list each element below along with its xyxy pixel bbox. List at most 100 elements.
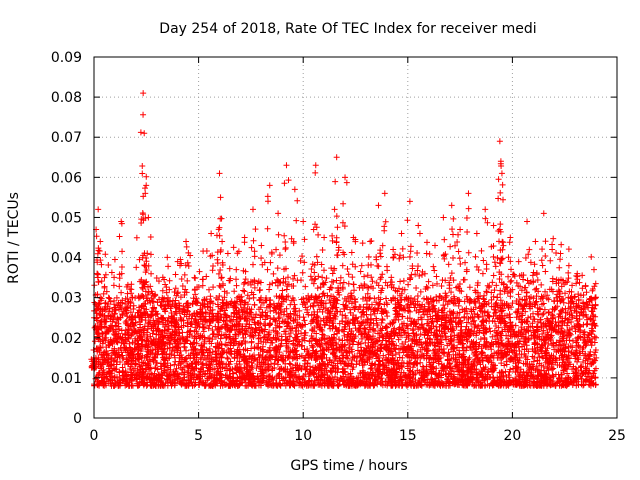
- data-point: [419, 363, 426, 370]
- data-point: [524, 277, 531, 284]
- data-point: [495, 324, 502, 331]
- data-point: [349, 316, 356, 323]
- data-point: [408, 271, 415, 278]
- data-point: [292, 327, 299, 334]
- data-point: [284, 322, 291, 329]
- data-point: [568, 319, 575, 326]
- data-point: [565, 246, 572, 253]
- data-point: [326, 297, 333, 304]
- data-point: [591, 283, 598, 290]
- data-point: [105, 262, 112, 269]
- data-point: [302, 283, 309, 290]
- data-point: [423, 239, 430, 246]
- data-point: [203, 248, 210, 255]
- data-point: [503, 284, 510, 291]
- data-point: [164, 366, 171, 373]
- data-point: [336, 355, 343, 362]
- data-point: [527, 313, 534, 320]
- data-point: [479, 308, 486, 315]
- data-point: [412, 271, 419, 278]
- data-point: [340, 279, 347, 286]
- data-point: [451, 368, 458, 375]
- data-point: [270, 300, 277, 307]
- data-point: [539, 331, 546, 338]
- data-point: [251, 284, 258, 291]
- data-point: [471, 317, 478, 324]
- data-point: [120, 368, 127, 375]
- data-point: [253, 365, 260, 372]
- data-point: [542, 238, 549, 245]
- data-point: [384, 301, 391, 308]
- data-point: [505, 338, 512, 345]
- data-point: [417, 314, 424, 321]
- data-point: [354, 347, 361, 354]
- data-point: [128, 357, 135, 364]
- data-point: [255, 351, 262, 358]
- data-point: [540, 310, 547, 317]
- data-point: [317, 318, 324, 325]
- data-point: [505, 254, 512, 261]
- data-point: [367, 294, 374, 301]
- data-point: [323, 275, 330, 282]
- data-point: [507, 278, 514, 285]
- data-point: [464, 338, 471, 345]
- data-point: [178, 275, 185, 282]
- data-point: [378, 345, 385, 352]
- data-point: [177, 348, 184, 355]
- data-point: [368, 237, 375, 244]
- data-point: [545, 309, 552, 316]
- data-point: [336, 320, 343, 327]
- data-point: [98, 278, 105, 285]
- data-point: [128, 281, 135, 288]
- data-point: [477, 336, 484, 343]
- data-point: [370, 307, 377, 314]
- data-point: [475, 355, 482, 362]
- data-point: [335, 382, 342, 389]
- data-point: [334, 382, 341, 389]
- data-point: [558, 241, 565, 248]
- data-point: [165, 263, 172, 270]
- data-point: [336, 291, 343, 298]
- data-point: [147, 333, 154, 340]
- data-point: [592, 374, 599, 381]
- data-point: [205, 325, 212, 332]
- data-point: [550, 235, 557, 242]
- data-point: [291, 301, 298, 308]
- data-point: [369, 369, 376, 376]
- data-point: [553, 249, 560, 256]
- data-point: [396, 255, 403, 262]
- data-point: [127, 371, 134, 378]
- data-point: [460, 276, 467, 283]
- data-point: [370, 320, 377, 327]
- data-point: [293, 324, 300, 331]
- data-point: [339, 318, 346, 325]
- data-point: [496, 312, 503, 319]
- data-point: [224, 355, 231, 362]
- data-point: [344, 266, 351, 273]
- data-point: [270, 270, 277, 277]
- data-point: [388, 281, 395, 288]
- data-point: [278, 337, 285, 344]
- data-point: [167, 362, 174, 369]
- data-point: [534, 276, 541, 283]
- data-point: [164, 254, 171, 261]
- data-point: [524, 318, 531, 325]
- data-point: [584, 360, 591, 367]
- data-point: [279, 287, 286, 294]
- data-point: [351, 287, 358, 294]
- data-point: [384, 313, 391, 320]
- data-point: [111, 256, 118, 263]
- data-point: [310, 303, 317, 310]
- data-point: [319, 274, 326, 281]
- data-point: [145, 289, 152, 296]
- data-point: [244, 292, 251, 299]
- data-point: [110, 282, 117, 289]
- data-point: [577, 364, 584, 371]
- data-point: [149, 330, 156, 337]
- data-point: [405, 281, 412, 288]
- data-point: [102, 251, 109, 258]
- data-point: [411, 304, 418, 311]
- data-point: [398, 363, 405, 370]
- data-point: [246, 295, 253, 302]
- data-point: [376, 300, 383, 307]
